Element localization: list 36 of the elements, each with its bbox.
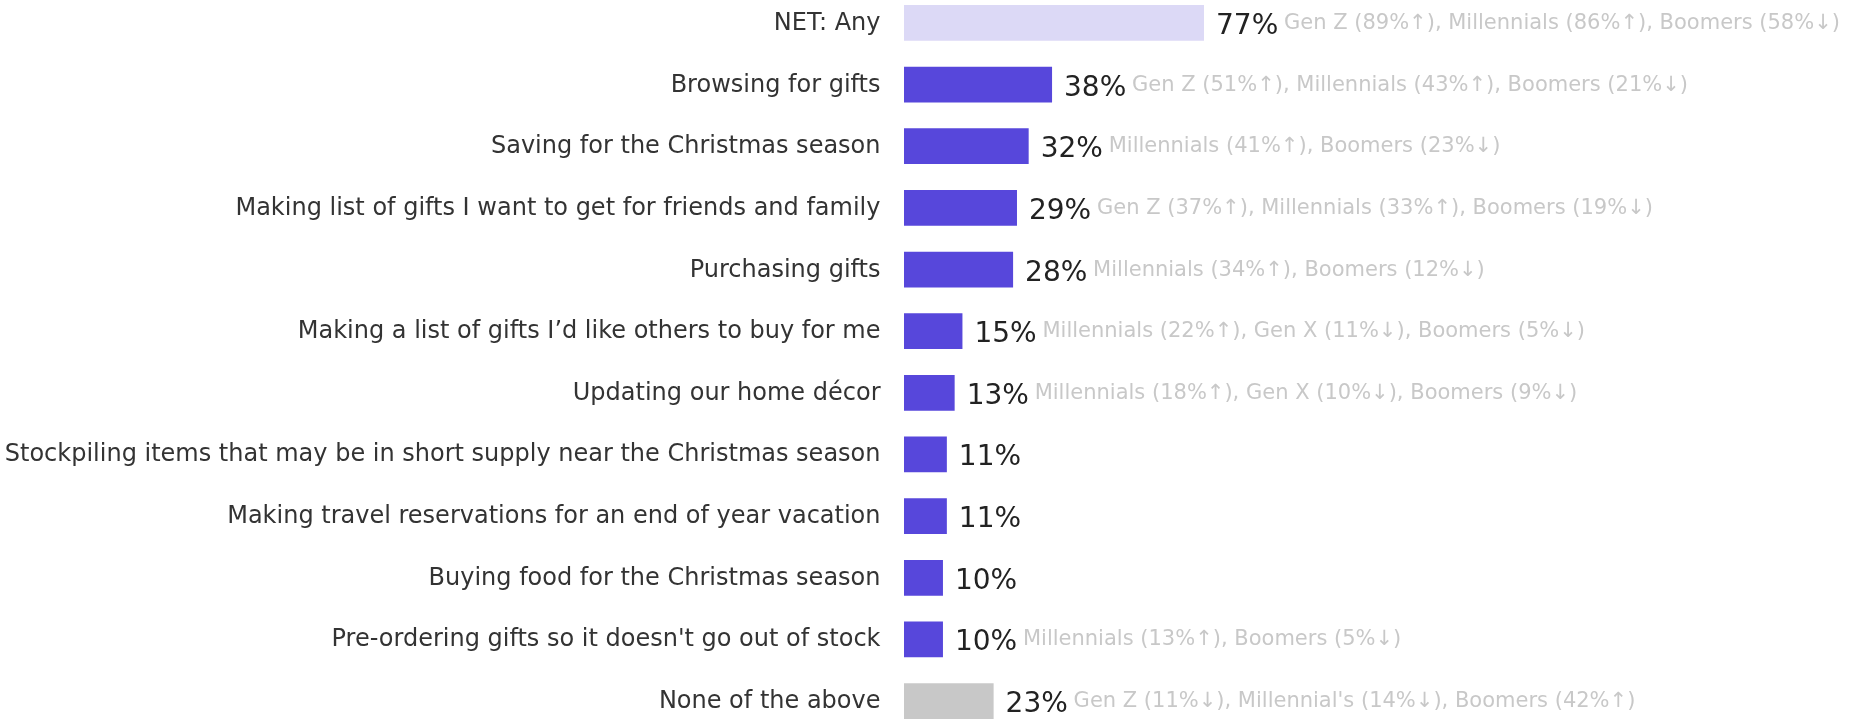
bar — [904, 498, 947, 534]
bar — [904, 313, 963, 350]
bar — [904, 621, 943, 658]
y-tick-label: NET: Any — [773, 7, 881, 36]
y-tick-label: Making a list of gifts I’d like others to buy for me — [297, 316, 881, 345]
bar — [904, 190, 1017, 226]
bar — [904, 374, 955, 411]
data-label: 77% — [1216, 7, 1279, 41]
bar — [904, 436, 947, 473]
y-tick-label: Stockpiling items that may be in short supply near the Christmas season — [4, 439, 881, 468]
y-tick-label: Purchasing gifts — [689, 254, 881, 283]
y-tick-label: Browsing for gifts — [670, 69, 881, 98]
y-tick-label: Pre-ordering gifts so it doesn't go out of stock — [331, 624, 881, 653]
y-tick-label: Making travel reservations for an end of year vacation — [227, 501, 881, 530]
data-label: 10% — [954, 624, 1018, 658]
y-tick-label: Making list of gifts I want to get for friends and family — [235, 192, 881, 221]
data-label: 15% — [974, 316, 1037, 350]
y-tick-label: Saving for the Christmas season — [490, 131, 881, 160]
data-label: 32% — [1040, 131, 1103, 165]
data-label: 13% — [966, 377, 1029, 411]
bar — [904, 66, 1053, 103]
y-tick-label: None of the above — [658, 686, 881, 715]
bar — [904, 683, 994, 719]
bar — [904, 559, 943, 596]
data-label: 29% — [1028, 192, 1092, 226]
y-tick-label: Updating our home décor — [572, 377, 881, 406]
bar — [904, 251, 1014, 288]
bar — [904, 128, 1029, 165]
data-label: 11% — [958, 439, 1022, 473]
data-label: 23% — [1005, 686, 1068, 720]
bar — [904, 5, 1204, 41]
data-label: 38% — [1064, 69, 1127, 103]
y-tick-label: Buying food for the Christmas season — [428, 562, 881, 591]
data-label: 28% — [1025, 254, 1088, 288]
data-label: 10% — [954, 562, 1018, 596]
data-label: 11% — [958, 501, 1022, 535]
